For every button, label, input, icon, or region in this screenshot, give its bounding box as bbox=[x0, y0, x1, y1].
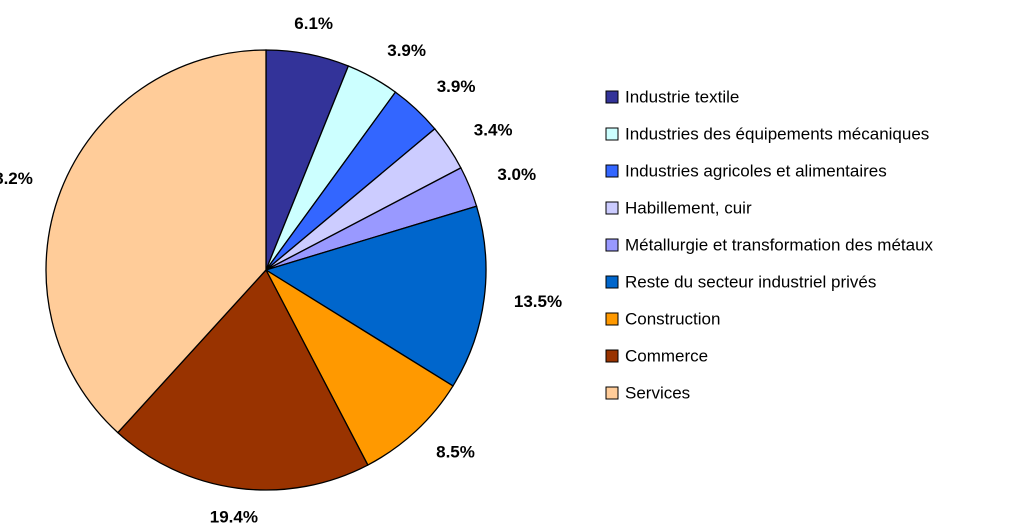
data-label: 13.5% bbox=[514, 292, 562, 311]
legend-label: Construction bbox=[625, 309, 720, 328]
pie-slice bbox=[264, 268, 454, 466]
legend-swatch bbox=[605, 201, 619, 215]
data-label: 3.9% bbox=[387, 41, 426, 60]
legend-swatch bbox=[605, 127, 619, 141]
legend-label: Métallurgie et transformation des métaux bbox=[625, 235, 934, 254]
legend-swatch bbox=[605, 349, 619, 363]
legend-label: Services bbox=[625, 383, 690, 402]
data-label: 6.1% bbox=[294, 14, 333, 33]
pie-slice bbox=[116, 268, 369, 491]
legend-swatch bbox=[605, 164, 619, 178]
legend-label: Industries agricoles et alimentaires bbox=[625, 161, 887, 180]
legend-swatch bbox=[605, 275, 619, 289]
legend-swatch bbox=[605, 90, 619, 104]
data-label: 3.4% bbox=[474, 120, 513, 139]
data-label: 19.4% bbox=[210, 507, 258, 523]
data-label: 3.9% bbox=[437, 77, 476, 96]
legend-label: Reste du secteur industriel privés bbox=[625, 272, 876, 291]
pie-slice bbox=[264, 205, 487, 387]
pie-slice bbox=[45, 49, 267, 434]
data-label: 38.2% bbox=[0, 169, 33, 188]
legend-swatch bbox=[605, 312, 619, 326]
legend-label: Industrie textile bbox=[625, 87, 739, 106]
legend-label: Industries des équipements mécaniques bbox=[625, 124, 929, 143]
legend-label: Commerce bbox=[625, 346, 708, 365]
legend-label: Habillement, cuir bbox=[625, 198, 752, 217]
data-label: 3.0% bbox=[497, 165, 536, 184]
data-label: 8.5% bbox=[436, 443, 475, 462]
legend-swatch bbox=[605, 238, 619, 252]
legend-swatch bbox=[605, 386, 619, 400]
